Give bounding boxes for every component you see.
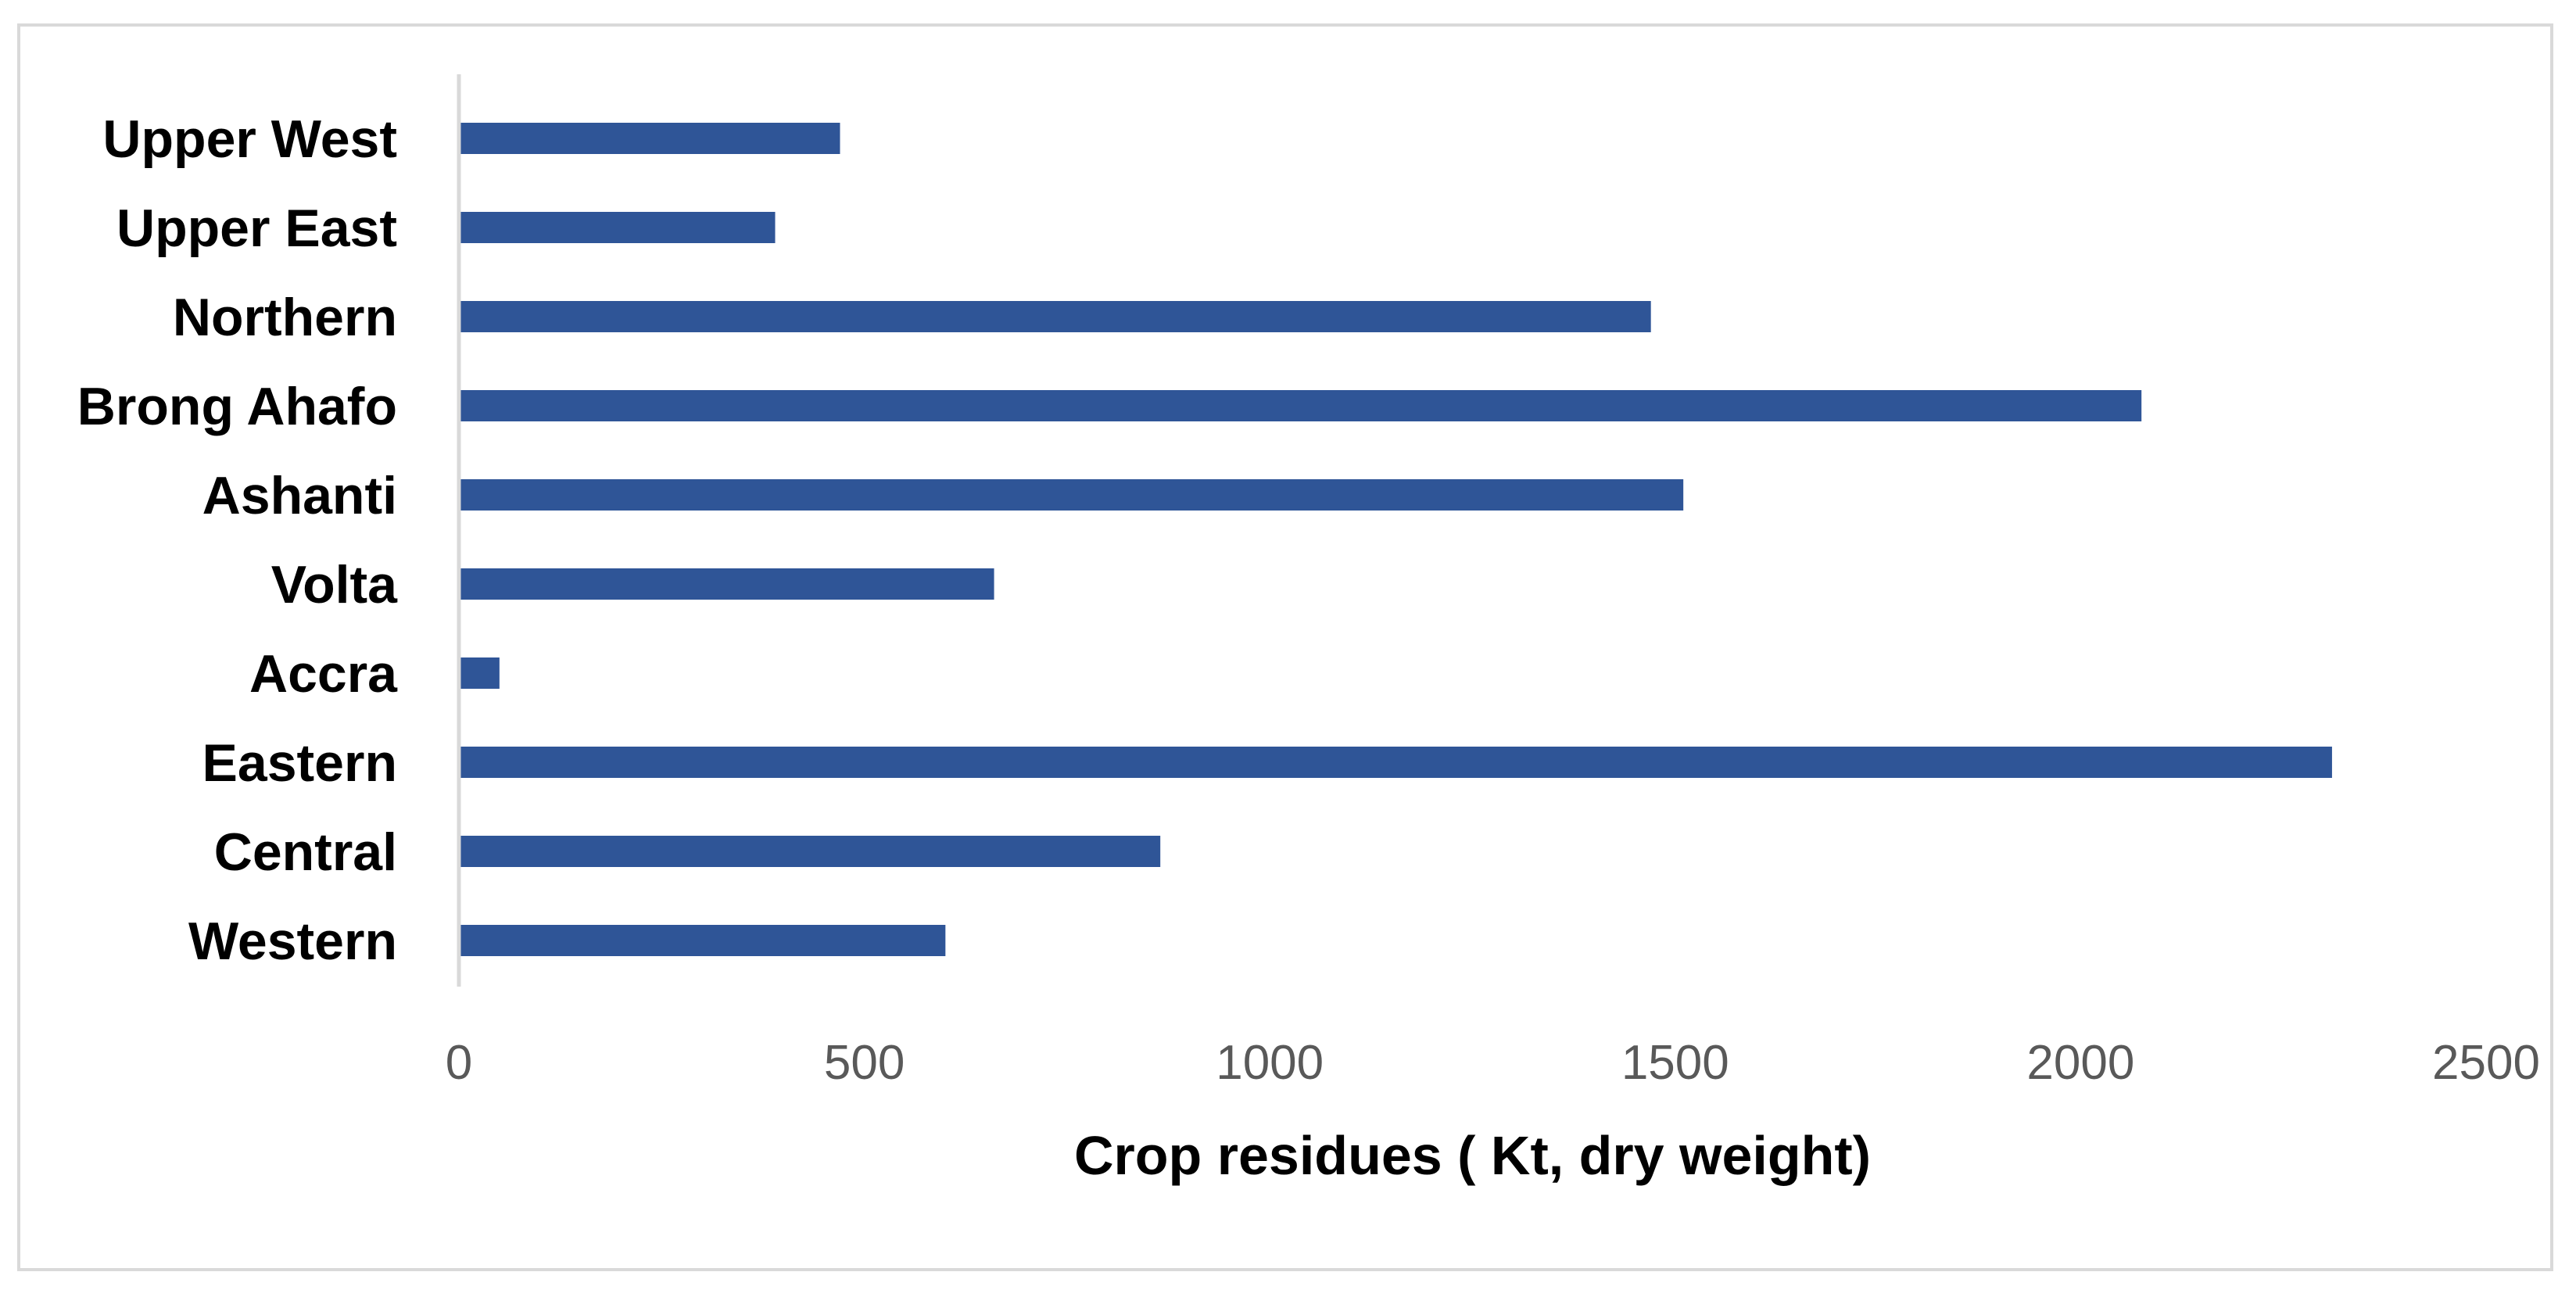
x-tick-label: 2000 bbox=[2026, 1036, 2134, 1090]
bar-ashanti bbox=[459, 479, 1684, 511]
bars-group bbox=[459, 123, 2332, 956]
x-tick-label: 500 bbox=[824, 1036, 905, 1090]
x-tick-label: 1500 bbox=[1621, 1036, 1729, 1090]
category-label: Upper West bbox=[102, 109, 397, 169]
category-label: Eastern bbox=[202, 733, 397, 793]
category-label: Upper East bbox=[116, 199, 397, 258]
bar-upper-east bbox=[459, 212, 776, 243]
bar-accra bbox=[459, 657, 500, 689]
category-label: Ashanti bbox=[202, 466, 397, 525]
category-label: Accra bbox=[249, 644, 398, 704]
bar-upper-west bbox=[459, 123, 840, 154]
bar-central bbox=[459, 836, 1161, 867]
category-label: Western bbox=[188, 912, 397, 971]
bar-northern bbox=[459, 301, 1651, 332]
category-label: Brong Ahafo bbox=[77, 377, 397, 436]
bar-volta bbox=[459, 568, 994, 600]
bar-eastern bbox=[459, 747, 2332, 778]
x-axis-title: Crop residues ( Kt, dry weight) bbox=[1074, 1125, 1871, 1186]
bar-western bbox=[459, 925, 946, 956]
chart-frame bbox=[17, 23, 2553, 1271]
category-label: Volta bbox=[271, 555, 398, 614]
bar-brong-ahafo bbox=[459, 390, 2142, 421]
category-labels: Western Central Eastern Accra Volta Ashanti Br… bbox=[77, 109, 398, 971]
x-tick-label: 0 bbox=[446, 1036, 472, 1090]
x-tick-labels: 0 500 1000 1500 2000 2500 bbox=[446, 1036, 2540, 1090]
category-label: Northern bbox=[173, 288, 397, 347]
x-tick-label: 1000 bbox=[1216, 1036, 1324, 1090]
category-label: Central bbox=[214, 822, 397, 882]
x-tick-label: 2500 bbox=[2432, 1036, 2540, 1090]
